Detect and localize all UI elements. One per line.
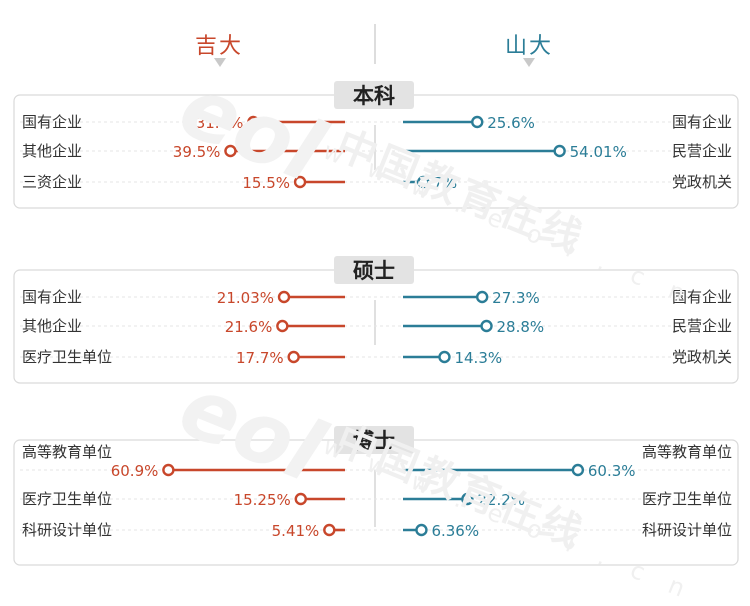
left-category-label: 医疗卫生单位 [22,348,112,366]
section-header-bg [334,426,414,454]
right-category-label: 医疗卫生单位 [642,490,732,508]
right-marker [571,463,585,477]
left-marker [294,492,307,506]
right-value-label: 22.2% [477,491,525,509]
right-category-label: 党政机关 [672,348,732,366]
left-marker [162,463,175,477]
left-value-label: 15.25% [234,491,291,509]
section-title: 硕士 [353,259,395,283]
left-marker [276,319,289,333]
right-marker [461,492,474,506]
left-category-label: 高等教育单位 [22,443,112,461]
right-category-label: 国有企业 [672,288,732,306]
left-category-label: 医疗卫生单位 [22,490,112,508]
section-header-bg [334,256,414,284]
right-marker [480,319,493,333]
left-value-label: 21.03% [217,289,274,307]
right-marker [438,350,451,364]
right-marker [471,115,484,129]
left-value-label: 5.41% [272,522,320,540]
right-category-label: 民营企业 [672,317,732,335]
right-marker [475,290,489,304]
left-value-label: 60.9% [111,462,159,480]
left-marker [323,523,336,537]
left-category-label: 三资企业 [22,173,82,191]
left-marker [224,144,237,158]
right-category-label: 高等教育单位 [642,443,732,461]
left-value-label: 21.6% [225,318,273,336]
left-pointer-icon [214,58,226,67]
right-category-label: 科研设计单位 [642,521,732,539]
right-value-label: 27.3% [492,289,540,307]
section-title: 本科 [353,84,395,108]
right-marker [553,144,566,158]
left-category-label: 其他企业 [22,142,82,160]
left-value-label: 31.6% [196,114,244,132]
right-category-label: 民营企业 [672,142,732,160]
right-value-label: 25.6% [487,114,535,132]
left-marker [287,350,300,364]
left-column-title: 吉大 [195,34,244,59]
left-value-label: 39.5% [173,143,221,161]
left-category-label: 科研设计单位 [22,521,112,539]
right-marker [415,523,428,537]
header-divider [374,24,376,64]
right-marker [417,175,430,189]
left-marker [247,115,260,129]
left-category-label: 其他企业 [22,317,82,335]
section-title: 博士 [353,429,395,453]
right-value-label: 6.36% [431,522,479,540]
right-value-label: 14.3% [454,349,502,367]
left-category-label: 国有企业 [22,113,82,131]
right-category-label: 国有企业 [672,113,732,131]
right-value-label: 7% [433,174,457,192]
right-pointer-icon [523,58,535,67]
right-category-label: 党政机关 [672,173,732,191]
right-value-label: 28.8% [497,318,545,336]
left-marker [277,290,291,304]
left-category-label: 国有企业 [22,288,82,306]
right-column-title: 山大 [505,34,554,59]
right-value-label: 60.3% [588,462,636,480]
left-marker [293,175,307,189]
left-value-label: 15.5% [242,174,290,192]
left-value-label: 17.7% [236,349,284,367]
section-header-bg [334,81,414,109]
right-value-label: 54.01% [570,143,627,161]
